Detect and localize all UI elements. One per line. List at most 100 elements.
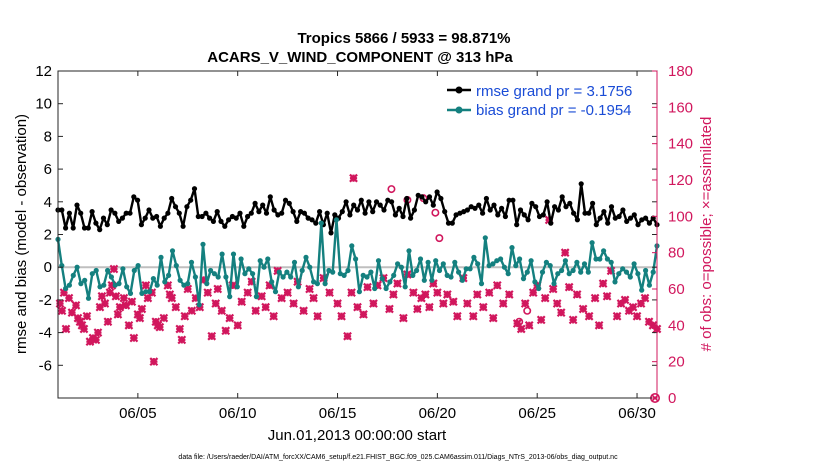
rmse-point [154,213,160,220]
obs-assimilated-marker [568,315,578,325]
rmse-point [586,210,592,216]
obs-assimilated-marker [572,290,582,299]
bias-point [581,261,588,267]
bias-point [196,302,202,308]
bias-point [543,259,550,265]
bias-point [459,277,465,283]
bias-point [616,271,622,277]
bias-point [215,274,221,280]
bias-point [398,264,404,270]
bias-point [505,271,511,277]
bias-point [204,281,210,287]
bias-point [291,259,298,265]
obs-assimilated-marker [82,311,92,321]
bias-point [402,284,408,290]
obs-assimilated-marker [628,302,638,312]
rmse-point [608,204,615,210]
rmse-point [248,210,254,216]
rmse-point [324,210,330,216]
bias-point [601,248,607,254]
bias-point [147,289,153,295]
rmse-point [161,215,167,221]
bias-point [242,271,248,277]
bias-point [639,287,645,293]
obs-assimilated-marker [438,299,448,308]
bias-point [379,276,385,282]
obs-assimilated-marker [478,302,488,312]
bias-point [353,256,359,262]
rmse-point [495,212,501,218]
bias-point [509,245,515,251]
rmse-point [290,209,296,215]
rmse-point [93,220,99,226]
rmse-point [480,210,486,216]
rmse-point [627,215,634,221]
obs-assimilated-marker [55,299,65,308]
bias-point [66,282,72,288]
bias-point [635,271,641,277]
bias-point [124,284,130,290]
bias-point [574,259,580,265]
bias-point [200,241,206,247]
rmse-point [199,213,205,220]
obs-assimilated-marker [97,291,107,301]
obs-assimilated-marker [141,280,151,290]
bias-point [177,277,183,283]
bias-point [532,279,538,285]
obs-assimilated-marker [347,288,356,298]
plot-area [58,71,657,398]
obs-assimilated-marker [432,288,442,298]
rmse-point [529,200,535,206]
bias-point [173,263,179,269]
bias-point [375,258,382,264]
obs-assimilated-marker [442,290,452,299]
obs-assimilated-marker [187,306,197,316]
bias-point [101,282,107,288]
obs-assimilated-marker [183,284,193,294]
bias-point [364,274,370,280]
obs-assimilated-marker [100,299,110,308]
obs-assimilated-marker [79,324,89,334]
obs-assimilated-marker [105,288,115,298]
rmse-point [309,217,315,223]
legend-rmse-marker [455,86,463,94]
obs-assimilated-marker [211,299,221,308]
x-axis-label: Jun.01,2013 00:00:00 start [268,427,447,444]
x-tick-label: 06/10 [219,405,257,422]
obs-possible-marker [431,208,440,217]
rmse-point [624,218,630,224]
bias-point [433,258,439,264]
obs-assimilated-marker [468,311,478,321]
obs-possible-marker [515,317,524,326]
bias-point [295,284,301,290]
bias-point [89,271,95,277]
bias-point [501,264,507,270]
obs-assimilated-marker [560,248,570,258]
bias-point [341,272,347,278]
rmse-point [643,215,649,221]
bias-point [627,274,633,280]
rmse-point [605,220,611,226]
rmse-point [85,225,91,231]
bias-point [208,267,214,274]
rmse-point [286,200,292,206]
rmse-point [635,222,641,228]
bias-point [135,263,141,269]
y-tick-label-right: 140 [668,136,693,153]
rmse-point [574,217,581,223]
obs-assimilated-marker [309,293,318,303]
obs-assimilated-marker [359,310,368,319]
bias-point [410,272,416,278]
rmse-point [260,202,266,208]
bias-point [414,267,420,274]
y-tick-label-left: -2 [39,292,52,309]
obs-assimilated-marker [225,313,235,323]
bias-point [578,269,584,275]
obs-assimilated-marker [93,328,103,337]
bias-point [120,266,126,272]
bias-point [425,259,431,265]
bias-point [299,267,305,274]
bias-point [372,285,378,292]
rmse-point [195,213,201,220]
obs-assimilated-marker [333,299,342,308]
